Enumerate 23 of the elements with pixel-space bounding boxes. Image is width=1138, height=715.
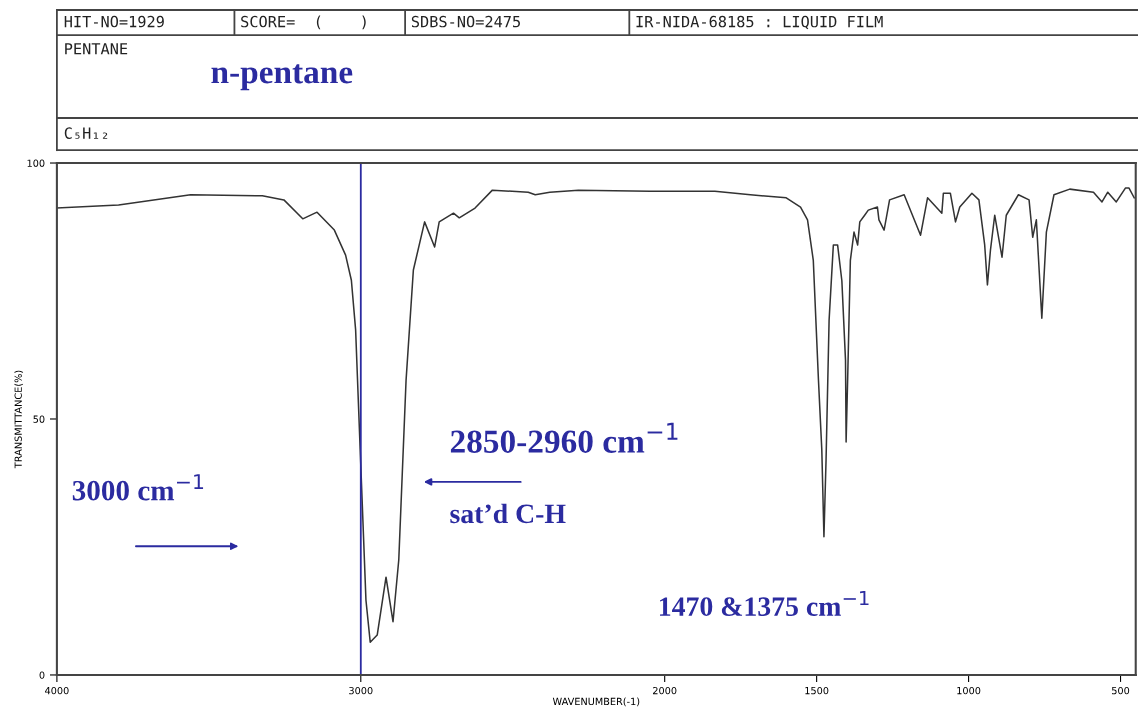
annotation: 3000 cm$^{−1}$ <box>72 474 204 501</box>
x-axis-title: WAVENUMBER(-1) <box>552 697 640 707</box>
x-tick-label: 4000 <box>45 686 69 695</box>
y-tick-label: 50 <box>33 415 45 423</box>
x-tick-label: 3000 <box>349 686 373 695</box>
annotation: sat’d C-H <box>450 503 566 524</box>
text: C₅H₁₂ <box>64 127 108 139</box>
x-tick-label: 1500 <box>805 686 829 695</box>
text: SDBS-NO=2475 <box>411 15 520 28</box>
y-axis-title: TRANSMITTANCE(%) <box>14 370 24 469</box>
x-tick-label: 500 <box>1112 686 1130 695</box>
annotation: 2850-2960 cm$^{−1}$ <box>450 422 678 453</box>
x-tick-label: 1000 <box>957 686 981 695</box>
x-tick-label: 2000 <box>653 686 677 695</box>
text: HIT-NO=1929 <box>64 15 164 28</box>
text: IR-NIDA-68185 : LIQUID FILM <box>636 15 883 30</box>
y-tick-label: 0 <box>39 671 45 679</box>
line-series <box>56 187 1135 643</box>
y-tick-label: 100 <box>27 159 45 167</box>
annotation: 1470 &1375 cm$^{−1}$ <box>659 590 869 616</box>
chart-title: n-pentane <box>211 64 353 91</box>
text: SCORE= ( ) <box>241 15 366 30</box>
text: PENTANE <box>65 43 128 55</box>
